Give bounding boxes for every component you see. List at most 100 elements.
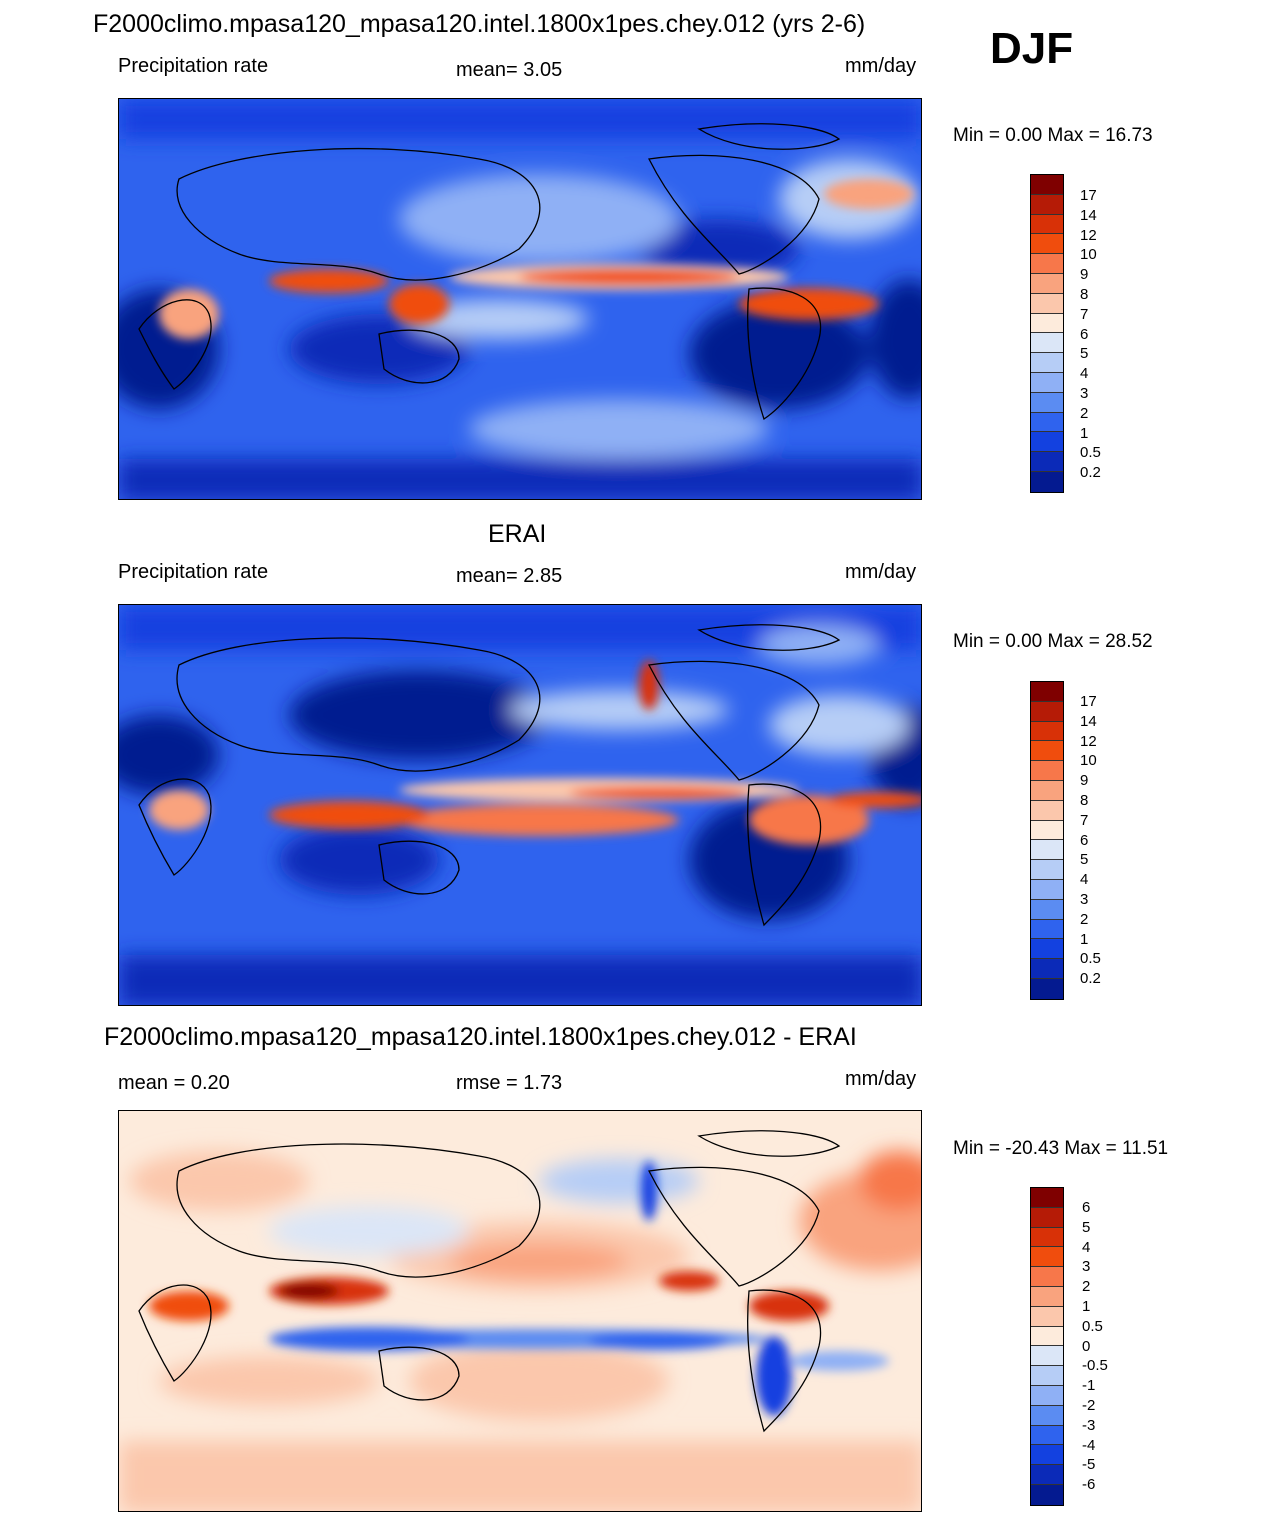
colorbar-tick-label: 4 [1080,365,1089,383]
colorbar-tick-label: 0 [1082,1337,1091,1355]
panel-1-minmax: Min = 0.00 Max = 16.73 [953,125,1153,146]
colorbar-tick-label: 10 [1080,752,1097,770]
colorbar-swatch [1031,1227,1063,1248]
colorbar-swatch [1031,353,1063,373]
colorbar-swatch [1031,1465,1063,1485]
colorbar-swatch [1031,780,1063,801]
colorbar-swatch [1031,800,1063,821]
colorbar-tick-label: 0.5 [1080,444,1101,462]
colorbar-tick-label: 10 [1080,246,1097,264]
panel-3-rmse-label: rmse = 1.73 [456,1072,563,1094]
colorbar-swatch [1031,412,1063,433]
colorbar-tick-label: 4 [1082,1238,1091,1256]
colorbar-swatch [1031,175,1063,195]
colorbar-swatch [1031,372,1063,393]
colorbar-swatch [1031,1484,1063,1505]
colorbar-tick-label: -6 [1082,1476,1096,1494]
colorbar-tick-label: 7 [1080,811,1089,829]
colorbar-tick-label: 12 [1080,732,1097,750]
colorbar-swatch [1031,1445,1063,1466]
panel-1-map-svg [119,99,921,499]
colorbar-swatch [1031,939,1063,960]
colorbar-tick-label: -5 [1082,1456,1096,1474]
colorbar-tick-label: 2 [1080,404,1089,422]
colorbar-swatch [1031,452,1063,472]
colorbar-swatch [1031,1385,1063,1406]
colorbar-swatch [1031,313,1063,334]
colorbar-tick-label: 17 [1080,187,1097,204]
colorbar-swatch [1031,741,1063,762]
colorbar-tick-label: 2 [1082,1278,1091,1296]
colorbar-tick-label: 0.5 [1082,1317,1103,1335]
colorbar-swatch [1031,234,1063,255]
colorbar-tick-label: 12 [1080,226,1097,244]
panel-2-variable-label: Precipitation rate [118,561,269,583]
panel-1-variable-label: Precipitation rate [118,55,269,77]
colorbar-swatch [1031,1405,1063,1426]
colorbar-tick-label: 6 [1082,1199,1091,1216]
colorbar-tick-label: 6 [1080,325,1089,343]
panel-3-units: mm/day [845,1068,917,1090]
colorbar-tick-label: 5 [1080,851,1089,869]
colorbar-swatch [1031,899,1063,920]
colorbar-tick-label: 1 [1082,1298,1091,1315]
colorbar-swatch [1031,721,1063,742]
colorbar-tick-label: 5 [1080,345,1089,363]
panel-2-minmax: Min = 0.00 Max = 28.52 [953,631,1153,652]
colorbar-swatch [1031,333,1063,354]
colorbar-swatch [1031,1286,1063,1307]
colorbar-swatch [1031,1366,1063,1386]
colorbar-tick-label: 8 [1080,792,1089,809]
panel-1-map [118,98,922,500]
colorbar-tick-label: 9 [1080,266,1089,284]
colorbar-swatch [1031,820,1063,841]
colorbar-swatch [1031,1425,1063,1446]
panel-2-map [118,604,922,1006]
panel-3-colorbar [1030,1187,1064,1506]
panel-1-title: F2000climo.mpasa120_mpasa120.intel.1800x… [93,10,866,38]
colorbar-swatch [1031,919,1063,940]
colorbar-swatch [1031,273,1063,294]
panel-2-title: ERAI [488,520,547,548]
panel-3-mean-label: mean = 0.20 [118,1072,230,1094]
colorbar-swatch [1031,959,1063,979]
colorbar-tick-label: -1 [1082,1377,1096,1395]
season-label: DJF [990,24,1074,73]
colorbar-swatch [1031,1188,1063,1208]
colorbar-tick-label: 14 [1080,206,1097,224]
panel-1-mean-label: mean= 3.05 [456,59,563,81]
colorbar-swatch [1031,293,1063,314]
colorbar-tick-label: 7 [1080,305,1089,323]
colorbar-swatch [1031,701,1063,722]
colorbar-tick-label: 14 [1080,712,1097,730]
colorbar-swatch [1031,1247,1063,1268]
panel-3-minmax: Min = -20.43 Max = 11.51 [953,1138,1169,1159]
colorbar-swatch [1031,840,1063,861]
colorbar-swatch [1031,879,1063,900]
colorbar-tick-label: 0.5 [1080,950,1101,968]
colorbar-tick-label: 3 [1082,1258,1091,1276]
colorbar-tick-label: 17 [1080,693,1097,710]
colorbar-tick-label: -0.5 [1082,1357,1108,1375]
colorbar-swatch [1031,392,1063,413]
colorbar-tick-label: 6 [1080,831,1089,849]
colorbar-swatch [1031,471,1063,492]
colorbar-tick-label: 1 [1080,930,1089,948]
colorbar-tick-label: 5 [1082,1218,1091,1236]
colorbar-swatch [1031,1346,1063,1367]
panel-3-map [118,1110,922,1512]
colorbar-tick-label: 2 [1080,910,1089,928]
colorbar-tick-label: -2 [1082,1397,1096,1414]
panel-1-units: mm/day [845,55,917,77]
panel-2-map-svg [119,605,921,1005]
colorbar-tick-label: 0.2 [1080,970,1101,988]
colorbar-tick-label: -4 [1082,1436,1096,1454]
colorbar-swatch [1031,1267,1063,1287]
panel-2-mean-label: mean= 2.85 [456,565,563,587]
colorbar-swatch [1031,254,1063,274]
colorbar-swatch [1031,1306,1063,1327]
colorbar-swatch [1031,194,1063,215]
panel-3-title: F2000climo.mpasa120_mpasa120.intel.1800x… [104,1023,857,1051]
colorbar-tick-label: 4 [1080,871,1089,889]
colorbar-swatch [1031,761,1063,781]
